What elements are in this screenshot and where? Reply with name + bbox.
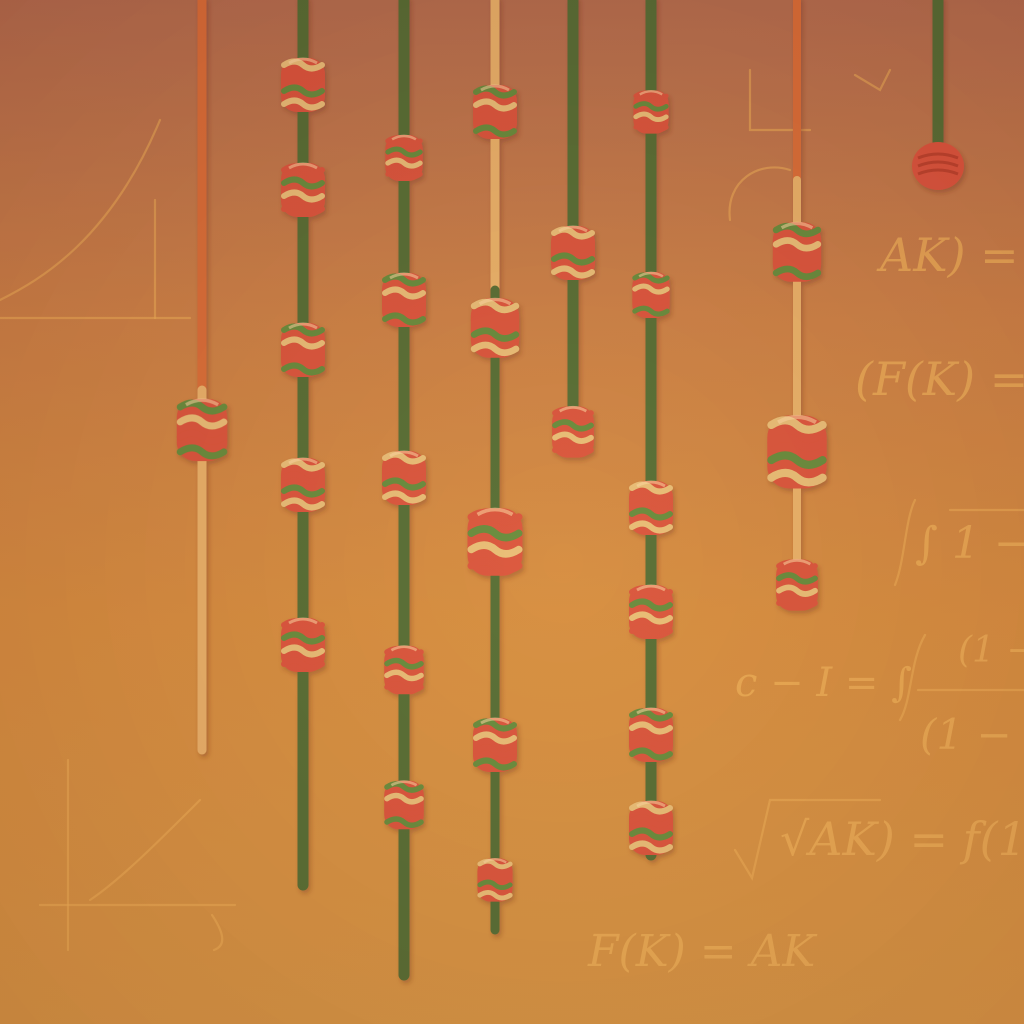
cord-7 xyxy=(629,0,673,861)
knot xyxy=(281,322,325,377)
knot xyxy=(281,162,325,217)
knot xyxy=(629,707,673,762)
chalk-tick-top-right xyxy=(853,68,892,92)
knot xyxy=(772,221,822,282)
knot xyxy=(629,584,673,639)
knot xyxy=(767,414,827,489)
cord-2 xyxy=(176,0,228,755)
knot xyxy=(912,142,964,190)
equation-2: (F(K) = xyxy=(855,352,1024,406)
equation-4: c − I = ∫ xyxy=(735,660,912,706)
knot xyxy=(551,225,595,280)
knot xyxy=(776,558,818,611)
knot xyxy=(467,507,523,576)
knot xyxy=(385,134,423,181)
cord-4 xyxy=(382,0,426,981)
knot xyxy=(552,405,594,458)
chalk-arc-right xyxy=(728,166,792,222)
knot xyxy=(382,450,426,505)
knot xyxy=(470,297,520,358)
cord-8 xyxy=(767,0,827,611)
knot xyxy=(176,398,228,462)
chalk-sketch-top-right xyxy=(748,68,812,132)
knot xyxy=(281,457,325,512)
chalk-sqrt-sign xyxy=(733,798,882,881)
equation-4-numerator: (1 − xyxy=(958,630,1024,671)
knot xyxy=(632,271,670,318)
knot xyxy=(629,480,673,535)
cord-6 xyxy=(551,0,595,458)
chalk-integral-2 xyxy=(898,633,927,722)
knot xyxy=(477,858,513,902)
knot xyxy=(384,645,424,695)
knot xyxy=(281,617,325,672)
knot xyxy=(633,90,669,134)
chalk-curve-bottom-left xyxy=(88,798,202,902)
knot xyxy=(382,272,426,327)
knot xyxy=(629,800,673,855)
knot xyxy=(281,57,325,112)
cord-3 xyxy=(281,0,325,891)
equation-5: √AK) = f(1 xyxy=(780,812,1024,866)
equation-6: F(K) = AK xyxy=(588,926,816,977)
cord-5 xyxy=(467,0,523,935)
equation-1: AK) = xyxy=(880,228,1019,282)
cord-9 xyxy=(912,0,964,190)
knot xyxy=(384,780,424,830)
knot xyxy=(473,84,517,139)
equation-3: ∫ 1 − δ xyxy=(915,518,1024,569)
chalk-integral-1 xyxy=(893,498,917,587)
chalk-mark-bottom-left xyxy=(210,913,224,952)
equation-4-denominator: (1 − δ xyxy=(920,710,1024,759)
knot xyxy=(473,717,517,772)
